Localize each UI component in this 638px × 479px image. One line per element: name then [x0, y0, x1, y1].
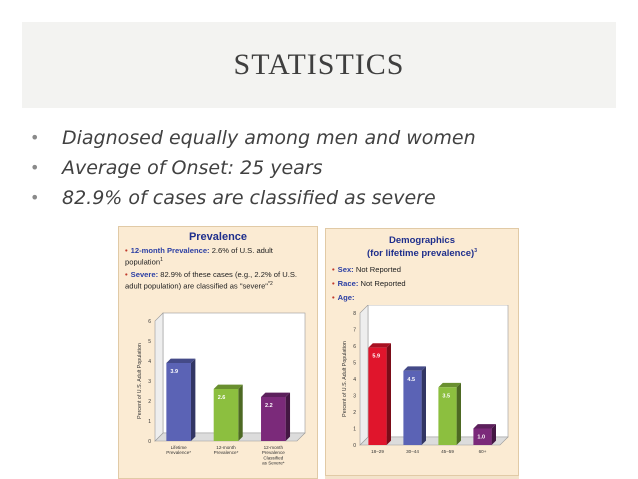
bar-value-label: 3.9	[170, 369, 178, 375]
prevalence-note-2: • Severe: 82.9% of these cases (e.g., 2.2…	[125, 270, 297, 291]
y-axis-label: Percent of U.S. Adult Population	[342, 341, 348, 417]
demographics-panel-title: Demographics (for lifetime prevalence)3	[326, 235, 518, 259]
bar-top	[261, 392, 291, 397]
category-label: 60+	[479, 449, 487, 454]
bar-side	[421, 366, 426, 445]
bar-side	[238, 384, 243, 441]
y-tick-label: 6	[353, 344, 356, 350]
y-tick-label: 3	[148, 379, 151, 385]
prevalence-bar-chart: 0 1 2 3 4 5 6 Percent of U.S. Adult Population 3…	[137, 312, 306, 466]
y-tick-label: 5	[353, 361, 356, 367]
demographics-note-age: • Age:	[332, 293, 355, 302]
demographics-note-sex: • Sex: Not Reported	[332, 265, 401, 274]
bar-top	[403, 366, 426, 371]
bar	[403, 370, 422, 445]
bar-value-label: 3.5	[442, 393, 450, 399]
y-tick-label: 4	[148, 359, 151, 365]
bar-side	[456, 382, 461, 445]
bar	[438, 387, 457, 445]
bar-top	[368, 343, 391, 348]
demographics-title-line1: Demographics	[389, 235, 455, 246]
bar	[473, 428, 492, 445]
y-tick-label: 1	[148, 419, 151, 425]
prevalence-panel-title: Prevalence	[188, 231, 248, 243]
category-label: 12-month Prevalence*	[214, 445, 239, 455]
bar-side	[190, 358, 196, 441]
y-axis-label: Percent of U.S. Adult Population	[137, 343, 143, 419]
prevalence-note-1: • 12-month Prevalence: 2.6% of U.S. adult…	[125, 246, 273, 267]
bar	[368, 347, 387, 445]
y-tick-label: 0	[148, 439, 151, 445]
bar-value-label: 2.2	[265, 403, 273, 409]
category-label: 12-month Prevalence Classified as Severe*	[262, 445, 285, 466]
bullet-item: 82.9% of cases are classified as severe	[30, 184, 476, 214]
y-tick-label: 7	[353, 328, 356, 334]
title-band	[22, 22, 616, 108]
bar-side	[285, 392, 291, 441]
bullet-list: Diagnosed equally among men and women Av…	[30, 124, 476, 214]
bar-top	[166, 358, 196, 363]
y-tick-label: 4	[353, 377, 356, 383]
bar-top	[213, 384, 243, 389]
bullet-item: Diagnosed equally among men and women	[30, 124, 476, 154]
category-label: 30–44	[406, 449, 419, 454]
bar-value-label: 4.5	[407, 377, 415, 383]
y-tick-label: 3	[353, 394, 356, 400]
chart-side-wall	[154, 312, 164, 442]
y-tick-label: 8	[353, 311, 356, 317]
bar-value-label: 5.9	[372, 354, 380, 360]
category-label: 45–59	[441, 449, 454, 454]
y-tick-label: 1	[353, 427, 356, 433]
bar	[213, 389, 239, 441]
demographics-age-bar-chart: 0 1 2 3 4 5 6 7 8 Percent of U.S. Adult Populatio…	[342, 305, 509, 454]
bar-side	[491, 424, 496, 445]
demographics-title-line2: (for lifetime prevalence)3	[367, 248, 477, 260]
chart-side-wall	[359, 305, 369, 446]
panel-bottom-strip	[325, 476, 519, 479]
y-tick-label: 2	[353, 410, 356, 416]
bar-top	[438, 382, 461, 388]
bar-top	[473, 424, 496, 429]
bar	[166, 363, 191, 441]
demographics-panel: Demographics (for lifetime prevalence)3 …	[325, 228, 519, 476]
y-tick-label: 2	[148, 399, 151, 405]
slide-title: STATISTICS	[233, 48, 405, 81]
bullet-item: Average of Onset: 25 years	[30, 154, 476, 184]
demographics-note-race: • Race: Not Reported	[332, 279, 406, 288]
category-label: 18–29	[371, 449, 384, 454]
bar-side	[386, 343, 391, 445]
y-tick-label: 5	[148, 339, 151, 345]
bar-value-label: 1.0	[477, 435, 485, 441]
category-label: Lifetime Prevalence*	[166, 445, 191, 455]
bar-value-label: 2.6	[218, 395, 226, 401]
y-tick-label: 0	[353, 443, 356, 449]
bar	[261, 397, 286, 441]
prevalence-panel: Prevalence • 12-month Prevalence: 2.6% of…	[118, 226, 318, 479]
y-tick-label: 6	[148, 319, 151, 325]
